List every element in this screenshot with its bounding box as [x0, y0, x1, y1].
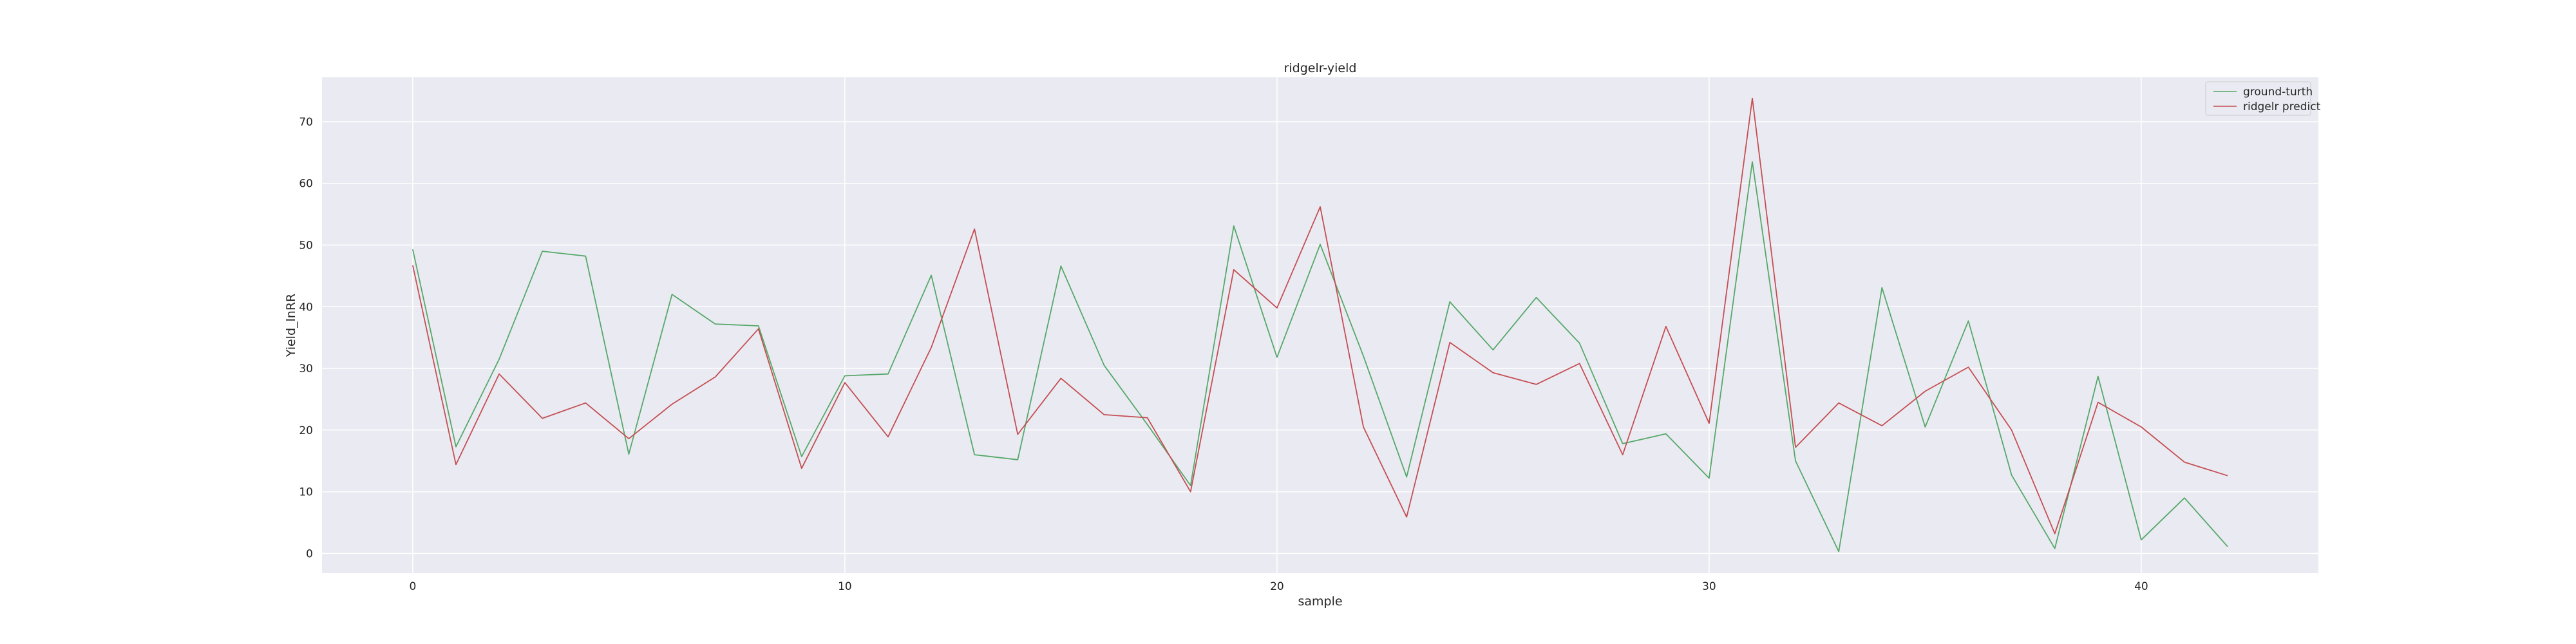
series-line-ridgelr-predict — [412, 97, 2228, 535]
y-tick-label-3: 30 — [299, 363, 313, 375]
y-tick-labels: 0 10 20 30 40 50 60 70 — [299, 116, 313, 560]
grid-lines — [322, 77, 2318, 573]
x-axis-label: sample — [1298, 594, 1342, 609]
y-tick-label-6: 60 — [299, 178, 313, 191]
y-tick-label-1: 10 — [299, 486, 313, 499]
y-tick-label-2: 20 — [299, 424, 313, 437]
y-axis-label: Yield_lnRR — [284, 294, 298, 357]
y-tick-label-5: 50 — [299, 239, 313, 252]
x-tick-label-3: 30 — [1702, 580, 1716, 593]
series-line-ground-turth — [412, 161, 2228, 553]
chart-title: ridgelr-yield — [1284, 61, 1357, 75]
x-tick-label-0: 0 — [409, 580, 416, 593]
legend-label-ridgelr-predict: ridgelr predict — [2243, 100, 2321, 113]
legend: ground-turth ridgelr predict — [2205, 81, 2321, 116]
x-tick-label-2: 20 — [1270, 580, 1284, 593]
legend-box — [2205, 81, 2311, 116]
x-tick-labels: 0 10 20 30 40 — [409, 580, 2148, 593]
series-layer — [412, 97, 2228, 553]
y-tick-label-7: 70 — [299, 116, 313, 129]
plot-background — [322, 77, 2318, 573]
x-tick-label-4: 40 — [2134, 580, 2148, 593]
y-tick-label-4: 40 — [299, 301, 313, 314]
x-tick-label-1: 10 — [838, 580, 852, 593]
legend-label-ground-turth: ground-turth — [2243, 86, 2313, 99]
y-tick-label-0: 0 — [306, 547, 313, 560]
